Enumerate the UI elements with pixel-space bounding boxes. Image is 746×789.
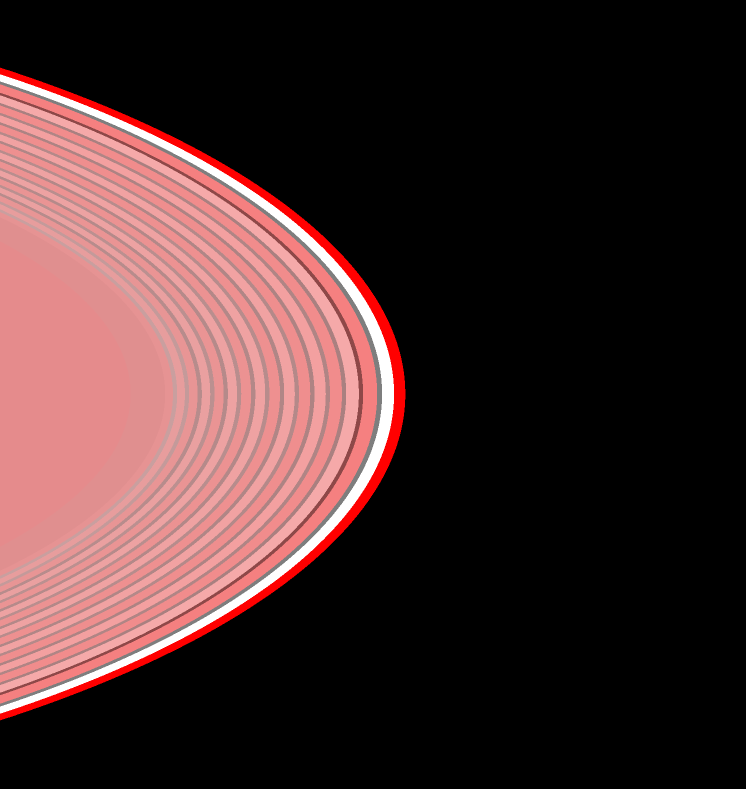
contour-rings-group <box>0 67 406 721</box>
contour-interior-fill <box>0 241 131 547</box>
